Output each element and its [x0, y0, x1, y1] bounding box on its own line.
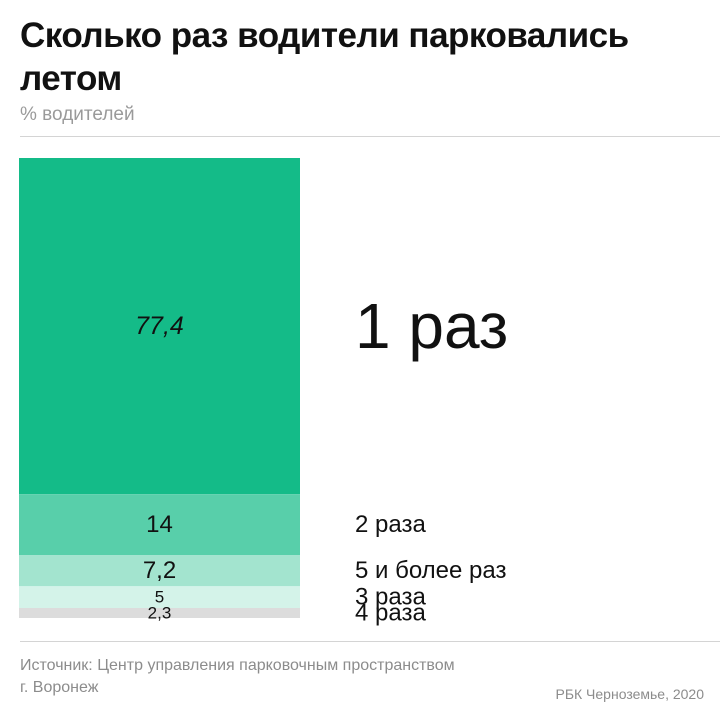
- source-line-1: Источник: Центр управления парковочным п…: [20, 657, 455, 674]
- bar-segment-4: [19, 586, 300, 609]
- category-label-5: 4 раза: [355, 600, 426, 627]
- chart-subtitle: % водителей: [20, 104, 135, 125]
- bar-segment-1: [19, 158, 300, 495]
- category-label-4: 3 раза: [355, 584, 426, 611]
- source-note: Источник: Центр управления парковочным п…: [20, 655, 455, 699]
- chart-title: Сколько раз водители парковались летом: [20, 16, 629, 98]
- top-divider: [20, 136, 720, 137]
- data-label-3: 7,2: [143, 557, 176, 584]
- data-label-1: 77,4: [135, 312, 184, 340]
- category-label-2: 2 раза: [355, 511, 426, 538]
- data-label-2: 14: [146, 511, 173, 538]
- bar-segment-2: [19, 494, 300, 556]
- credit: РБК Черноземье, 2020: [555, 686, 704, 702]
- bar-segment-3: [19, 555, 300, 587]
- data-label-5: 2,3: [148, 604, 172, 623]
- source-line-2: г. Воронеж: [20, 679, 99, 696]
- category-label-1: 1 раз: [355, 290, 508, 362]
- bar-segment-5: [19, 608, 300, 618]
- category-label-3: 5 и более раз: [355, 557, 506, 584]
- data-label-4: 5: [155, 588, 164, 607]
- bottom-divider: [20, 641, 720, 642]
